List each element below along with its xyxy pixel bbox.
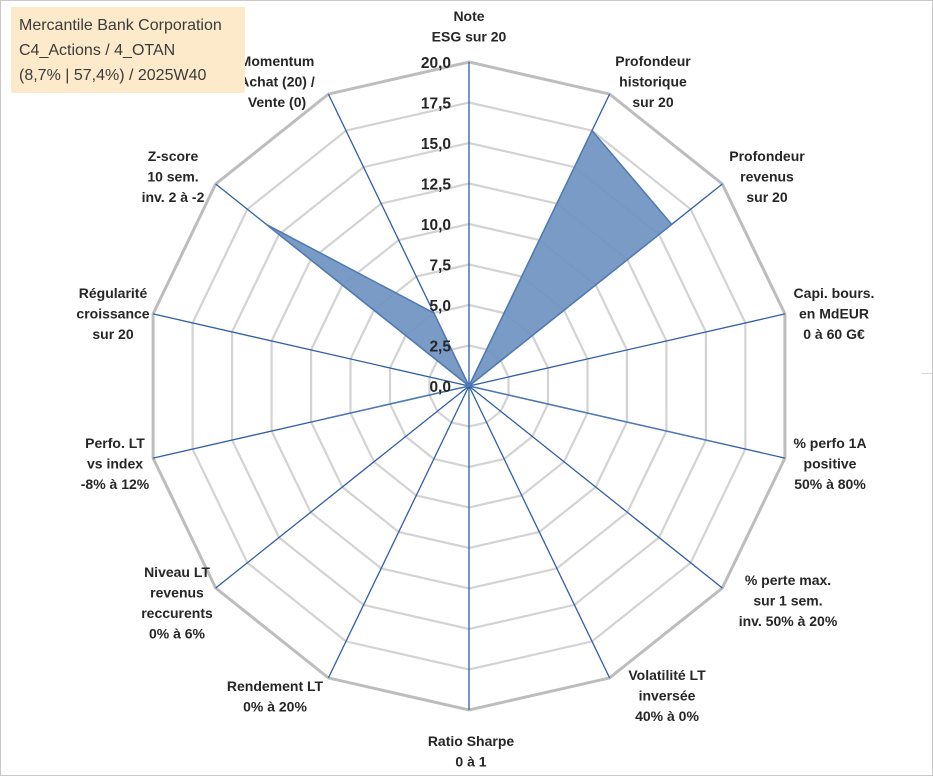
category-label-1: Profondeur historique sur 20	[615, 53, 691, 110]
spoke-9	[215, 385, 470, 589]
category-label-10: Perfo. LT vs index -8% à 12%	[81, 435, 150, 492]
spoke-5	[468, 385, 723, 589]
chart-title-box: Mercantile Bank Corporation C4_Actions /…	[11, 7, 245, 93]
title-line-2: C4_Actions / 4_OTAN	[19, 42, 176, 59]
series-area	[265, 129, 722, 445]
radial-tick-labels: 0,0 2,5 5,0 7,5 10,0 12,5 15,0 17,5 20,0	[421, 55, 452, 396]
category-label-13: Momentum Achat (20) / Vente (0)	[239, 53, 315, 110]
category-label-9: Niveau LT revenus reccurents 0% à 6%	[141, 564, 213, 642]
spoke-3	[468, 313, 786, 387]
tick-label: 0,0	[429, 379, 451, 396]
title-line-1: Mercantile Bank Corporation	[19, 17, 222, 34]
tick-label: 2,5	[429, 339, 451, 356]
category-label-4: % perfo 1A positive 50% à 80%	[793, 435, 866, 492]
tick-label: 5,0	[429, 298, 451, 315]
category-label-6: Volatilité LT inversée 40% à 0%	[628, 667, 706, 724]
tick-label: 17,5	[421, 96, 452, 113]
category-labels: Note ESG sur 20 Profondeur historique sur 20…	[76, 8, 874, 770]
category-label-11: Régularité croissance sur 20	[76, 285, 149, 342]
category-label-3: Capi. bours. en MdEUR 0 à 60 G€	[794, 285, 875, 342]
tick-label: 7,5	[429, 258, 451, 275]
category-label-8: Rendement LT 0% à 20%	[227, 678, 324, 715]
category-label-5: % perte max. sur 1 sem. inv. 50% à 20%	[739, 572, 838, 629]
category-label-0: Note ESG sur 20	[432, 8, 507, 45]
spoke-8	[327, 385, 470, 679]
tick-label: 10,0	[421, 217, 451, 234]
tick-label: 20,0	[421, 55, 451, 72]
right-edge-dash	[922, 373, 932, 374]
tick-label: 12,5	[421, 177, 452, 194]
spoke-11	[152, 313, 470, 387]
category-label-7: Ratio Sharpe 0 à 1	[428, 733, 515, 770]
spoke-6	[468, 385, 611, 679]
tick-label: 15,0	[421, 136, 451, 153]
category-label-2: Profondeur revenus sur 20	[729, 148, 805, 205]
title-line-3: (8,7% | 57,4%) / 2025W40	[19, 67, 207, 84]
series-polygon-0	[265, 129, 722, 445]
category-label-12: Z-score 10 sem. inv. 2 à -2	[142, 148, 205, 205]
